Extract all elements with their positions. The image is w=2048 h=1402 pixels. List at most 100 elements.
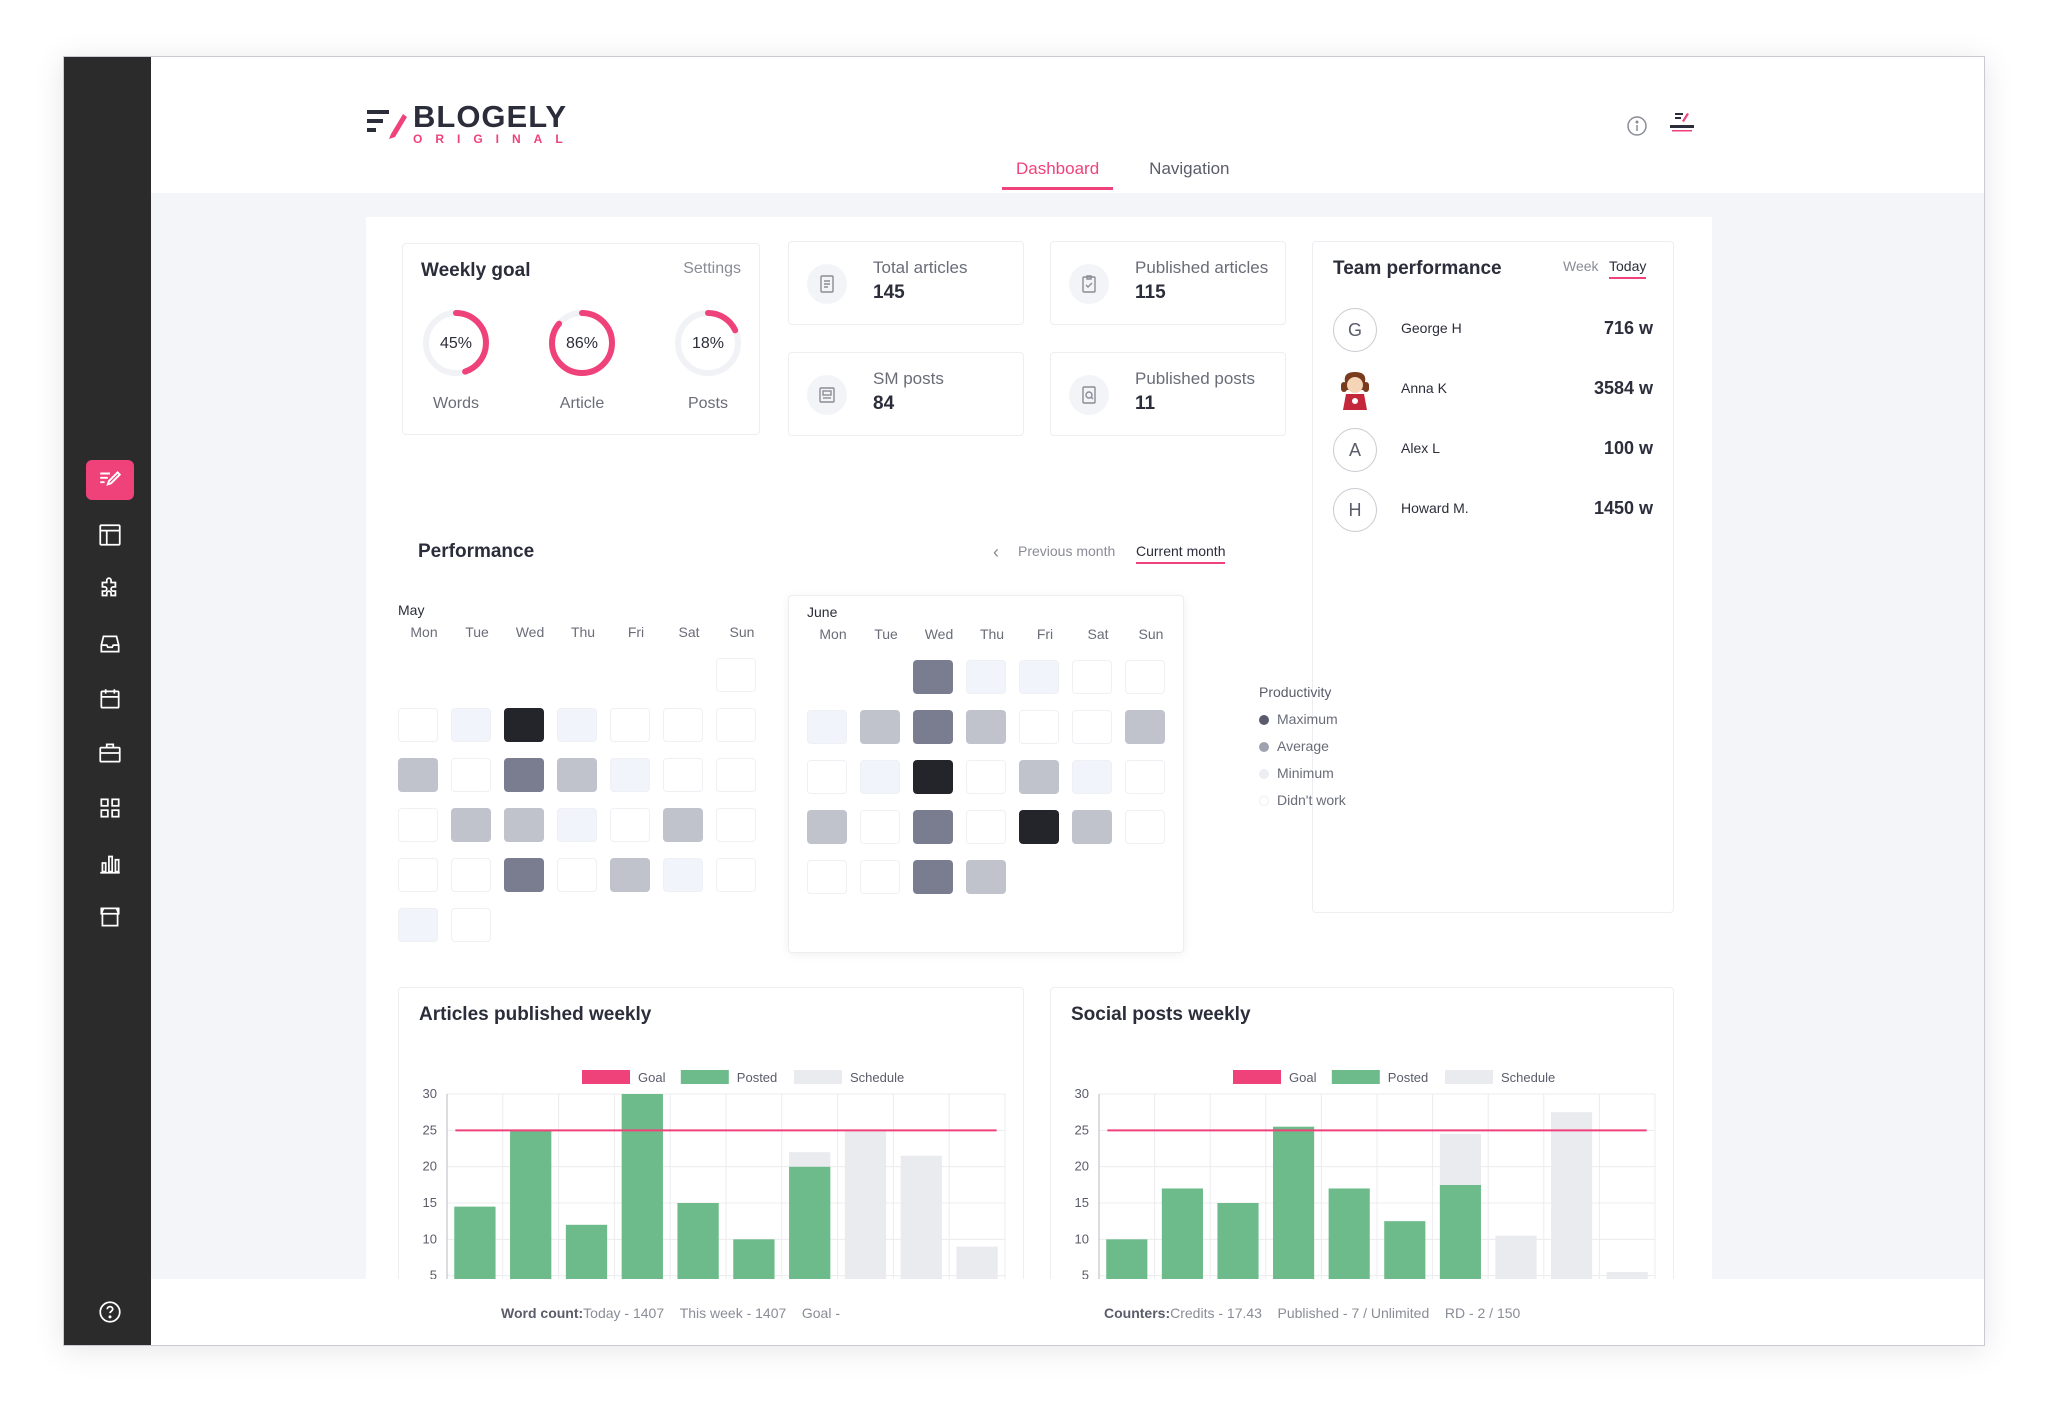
team-member[interactable]: G George H 716 w (1333, 308, 1653, 358)
calendar-day-cell[interactable] (451, 908, 491, 942)
calendar-day-cell[interactable] (716, 658, 756, 692)
calendar-day-cell[interactable] (913, 810, 953, 844)
stat-sm-posts[interactable]: SM posts 84 (788, 352, 1024, 436)
calendar-day-cell[interactable] (860, 810, 900, 844)
sidebar-puzzle-icon[interactable] (86, 569, 134, 609)
calendar-day-cell[interactable] (966, 660, 1006, 694)
calendar-day-cell[interactable] (807, 760, 847, 794)
team-member[interactable]: A Alex L 100 w (1333, 428, 1653, 478)
calendar-day-cell[interactable] (557, 858, 597, 892)
calendar-day-cell[interactable] (451, 708, 491, 742)
calendar-day-cell[interactable] (716, 808, 756, 842)
calendar-day-cell[interactable] (504, 858, 544, 892)
calendar-day-cell[interactable] (913, 860, 953, 894)
sidebar-store-icon[interactable] (86, 897, 134, 937)
info-icon[interactable] (1626, 115, 1648, 137)
calendar-day-cell[interactable] (716, 708, 756, 742)
calendar-day-cell[interactable] (610, 708, 650, 742)
weekly-goal-settings-link[interactable]: Settings (683, 260, 741, 277)
calendar-day-cell[interactable] (610, 758, 650, 792)
calendar-day-cell[interactable] (663, 808, 703, 842)
stat-total-articles[interactable]: Total articles 145 (788, 241, 1024, 325)
calendar-day-cell[interactable] (663, 758, 703, 792)
chevron-left-icon[interactable]: ‹ (993, 542, 999, 562)
calendar-day-cell[interactable] (1019, 660, 1059, 694)
calendar-day-cell[interactable] (1072, 810, 1112, 844)
stat-published-posts[interactable]: Published posts 11 (1050, 352, 1286, 436)
calendar-day-cell[interactable] (860, 860, 900, 894)
calendar-day-cell[interactable] (860, 760, 900, 794)
calendar-day-cell[interactable] (557, 808, 597, 842)
stat-published-articles[interactable]: Published articles 115 (1050, 241, 1286, 325)
avatar: H (1333, 488, 1377, 532)
dashboard-content: Weekly goal Settings 45% Words 86% Artic… (366, 217, 1712, 1345)
calendar-day-cell[interactable] (398, 908, 438, 942)
current-month-link[interactable]: Current month (1136, 543, 1226, 564)
account-logo-icon[interactable] (1668, 111, 1696, 135)
team-member[interactable]: H Howard M. 1450 w (1333, 488, 1653, 538)
calendar-day-cell[interactable] (504, 758, 544, 792)
stat-value: 115 (1135, 282, 1166, 303)
sidebar-grid-icon[interactable] (86, 788, 134, 828)
calendar-day-cell[interactable] (557, 708, 597, 742)
calendar-day-cell[interactable] (860, 710, 900, 744)
calendar-day-cell[interactable] (451, 858, 491, 892)
calendar-day-cell[interactable] (966, 860, 1006, 894)
calendar-day-cell[interactable] (557, 758, 597, 792)
calendar-day-cell[interactable] (398, 758, 438, 792)
calendar-day-cell[interactable] (451, 808, 491, 842)
calendar-day-cell[interactable] (913, 710, 953, 744)
calendar-day-cell[interactable] (1125, 810, 1165, 844)
calendar-day-cell[interactable] (1072, 660, 1112, 694)
calendar-day-cell[interactable] (398, 708, 438, 742)
calendar-day-cell[interactable] (1072, 760, 1112, 794)
calendar-day-cell[interactable] (398, 858, 438, 892)
tab-dashboard[interactable]: Dashboard (1002, 159, 1114, 190)
calendar-day-cell[interactable] (663, 708, 703, 742)
sidebar-inbox-icon[interactable] (86, 624, 134, 664)
team-filter-today[interactable]: Today (1609, 258, 1647, 279)
y-tick-label: 30 (1075, 1086, 1089, 1101)
calendar-day-cell[interactable] (966, 810, 1006, 844)
calendar-day-cell[interactable] (1125, 760, 1165, 794)
calendar-day-cell[interactable] (807, 860, 847, 894)
calendar-day-cell[interactable] (610, 858, 650, 892)
ring-posts: 18% Posts (671, 306, 745, 413)
calendar-day-cell[interactable] (1019, 710, 1059, 744)
calendar-day-cell[interactable] (913, 760, 953, 794)
team-filter-week[interactable]: Week (1563, 258, 1599, 274)
calendar-day-cell[interactable] (610, 808, 650, 842)
calendar-day-cell[interactable] (1125, 660, 1165, 694)
calendar-day-cell[interactable] (1125, 710, 1165, 744)
calendar-day-cell[interactable] (504, 808, 544, 842)
calendar-day-cell[interactable] (913, 660, 953, 694)
sidebar-bar-chart-icon[interactable] (86, 843, 134, 883)
previous-month-link[interactable]: Previous month (1018, 543, 1116, 559)
team-member[interactable]: Anna K 3584 w (1333, 368, 1653, 418)
legend-label: Schedule (1501, 1070, 1555, 1085)
legend-swatch (1233, 1070, 1281, 1084)
sidebar-briefcase-icon[interactable] (86, 733, 134, 773)
calendar-day-cell[interactable] (966, 760, 1006, 794)
tab-navigation[interactable]: Navigation (1149, 159, 1230, 178)
brand-sub: ORIGINAL (413, 132, 576, 146)
calendar-day-cell[interactable] (663, 858, 703, 892)
calendar-day-cell[interactable] (1072, 710, 1112, 744)
member-words: 1450 w (1593, 498, 1653, 518)
calendar-day-cell[interactable] (966, 710, 1006, 744)
calendar-day-cell[interactable] (1019, 760, 1059, 794)
calendar-day-cell[interactable] (398, 808, 438, 842)
calendar-day-cell[interactable] (716, 858, 756, 892)
calendar-day-cell[interactable] (504, 708, 544, 742)
calendar-day-cell[interactable] (807, 710, 847, 744)
calendar-day-cell[interactable] (1019, 810, 1059, 844)
sidebar-calendar-icon[interactable] (86, 679, 134, 719)
sidebar-edit-icon[interactable] (86, 460, 134, 500)
brand-logo[interactable]: BLOGELY ORIGINAL (367, 101, 576, 145)
help-icon[interactable] (86, 1292, 134, 1332)
sidebar-layout-icon[interactable] (86, 515, 134, 555)
brand-name: BLOGELY (413, 99, 567, 134)
calendar-day-cell[interactable] (716, 758, 756, 792)
calendar-day-cell[interactable] (451, 758, 491, 792)
calendar-day-cell[interactable] (807, 810, 847, 844)
